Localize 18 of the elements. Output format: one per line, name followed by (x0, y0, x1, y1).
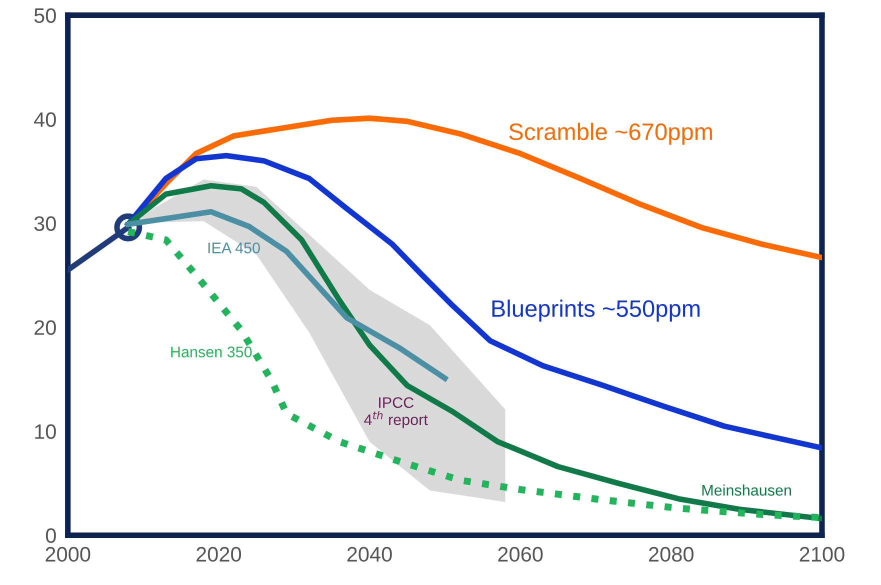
series-label: Meinshausen (702, 484, 792, 496)
x-tick-label: 2040 (347, 546, 392, 562)
x-tick-label: 2000 (46, 546, 90, 562)
x-tick-label: 2100 (800, 546, 844, 562)
annotation: IPCC 4$^{th}$ report (364, 397, 428, 428)
y-tick-label: 50 (34, 8, 56, 23)
y-tick-label: 0 (46, 528, 56, 544)
x-tick-label: 2060 (498, 546, 543, 562)
y-tick-label: 40 (34, 112, 56, 127)
x-tick-label: 2020 (196, 546, 242, 562)
y-tick-label: 10 (35, 424, 56, 440)
x-tick-label: 2080 (649, 546, 694, 562)
series-label: IEA 450 (208, 242, 260, 254)
y-tick-label: 20 (34, 320, 56, 336)
series-label: Blueprints ~550ppm (492, 300, 700, 322)
series-label: Hansen 350 (171, 346, 252, 358)
y-tick-label: 30 (34, 216, 56, 231)
series-label: Scramble ~670ppm (509, 122, 712, 145)
